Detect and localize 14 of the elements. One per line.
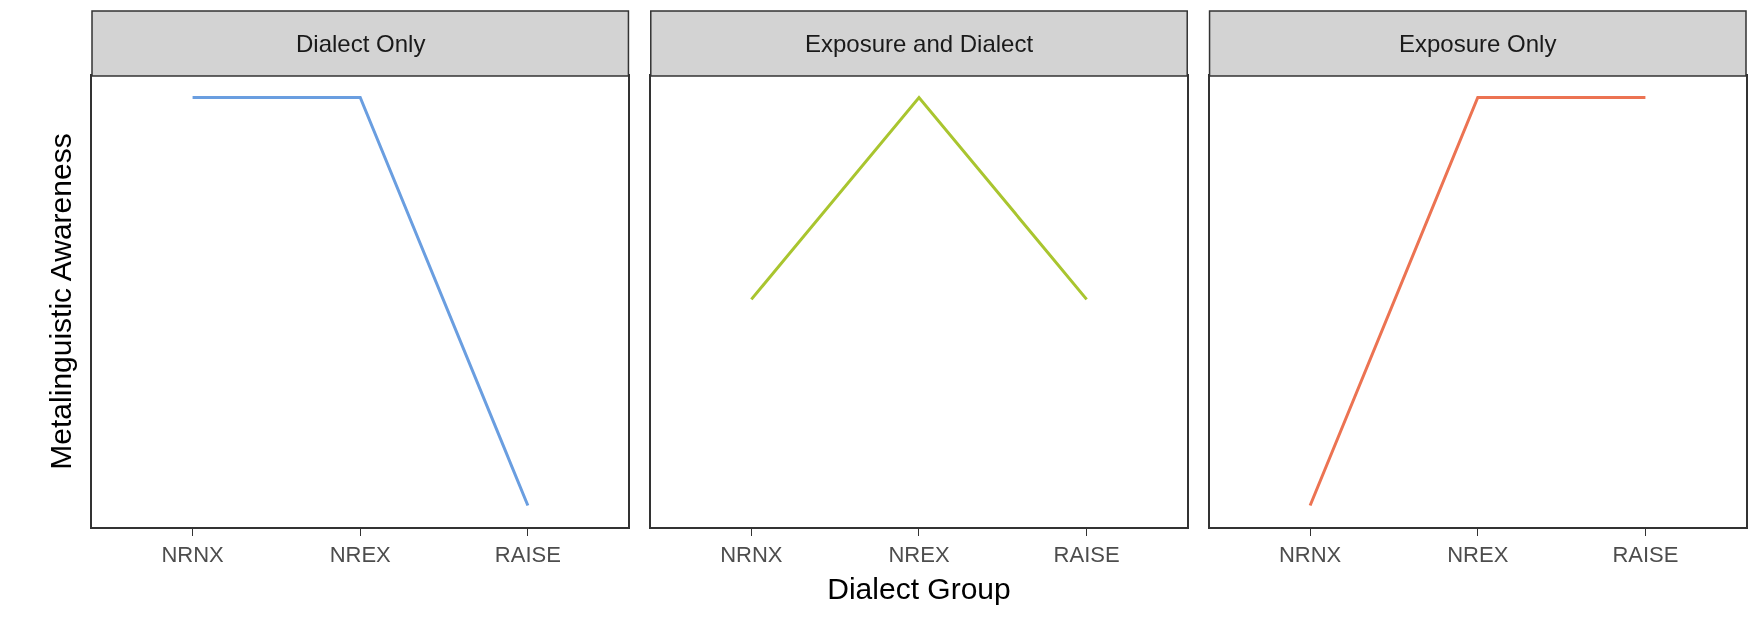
x-tick-label: NREX — [329, 542, 392, 568]
x-tick-label: NREX — [1447, 542, 1509, 568]
y-axis-title: Metalinguistic Awareness — [43, 133, 77, 470]
chart-title: Exposure Only — [1399, 30, 1557, 57]
x-tick-label: NRNX — [1278, 542, 1342, 568]
x-tick-label: NREX — [888, 542, 950, 568]
x-tick-label: RAISE — [1612, 542, 1679, 568]
x-axis-title: Dialect Group — [827, 572, 1011, 606]
chart-title: Exposure and Dialect — [805, 30, 1034, 57]
chart-title: Dialect Only — [296, 30, 426, 57]
x-tick-label: NRNX — [720, 542, 783, 568]
x-tick-label: RAISE — [1053, 542, 1120, 568]
x-tick-label: RAISE — [494, 542, 561, 568]
x-tick-label: NRNX — [161, 542, 225, 568]
